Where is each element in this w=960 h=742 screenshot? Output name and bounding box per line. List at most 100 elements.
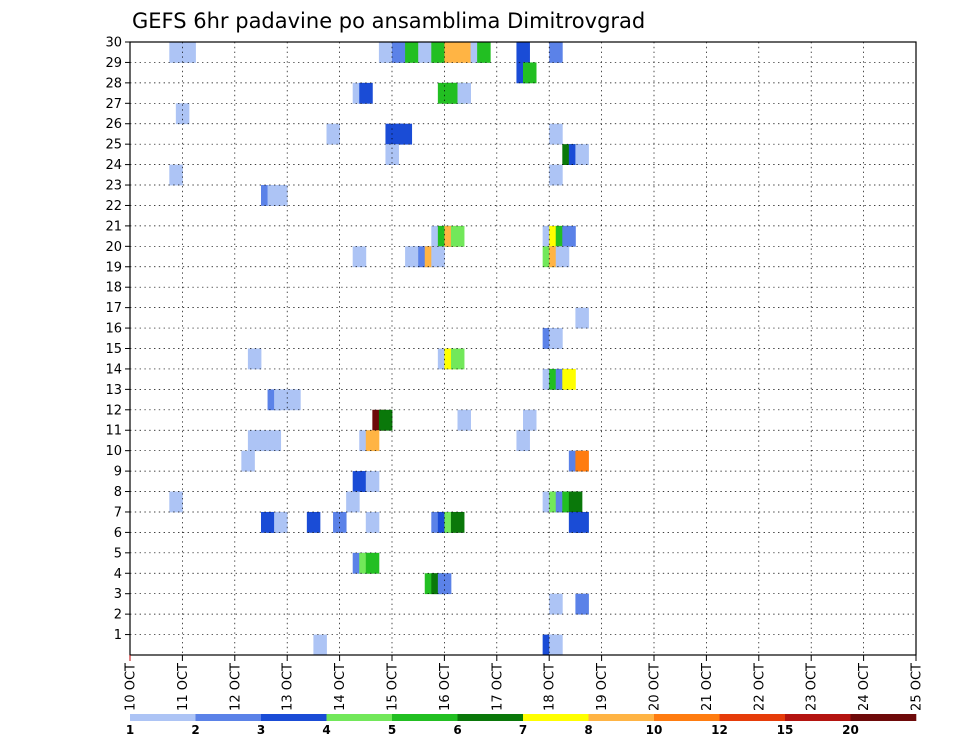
y-tick-label: 20 [105,240,122,255]
heatmap-cell [477,42,491,63]
heatmap-cell [568,491,583,513]
heatmap-cell [385,144,399,165]
heatmap-cell [306,511,321,533]
y-tick-label: 6 [114,526,122,541]
colorbar-label: 2 [191,723,199,737]
x-tick-label: 11 OCT [176,663,191,711]
heatmap-cell [169,491,183,513]
heatmap-cell [169,42,183,63]
heatmap-cell [562,225,576,247]
heatmap-cell [352,246,367,268]
y-tick-label: 10 [105,444,122,459]
heatmap-cell [274,389,288,411]
y-tick-label: 24 [105,158,122,173]
colorbar-label: 20 [842,723,859,737]
heatmap-cell [431,246,445,268]
heatmap-cell [523,409,537,431]
y-tick-label: 22 [105,199,122,214]
y-tick-label: 17 [105,301,122,316]
x-tick-label: 12 OCT [228,663,243,711]
x-tick-label: 20 OCT [648,663,663,711]
x-tick-label: 21 OCT [700,663,715,711]
heatmap-cell [326,123,340,145]
heatmap-cell [450,225,465,247]
heatmap-cell [562,368,576,390]
y-tick-label: 8 [114,485,122,500]
y-tick-label: 21 [105,219,122,234]
colorbar-swatch [130,714,196,721]
x-tick-label: 19 OCT [595,663,610,711]
y-tick-label: 30 [105,36,122,51]
heatmap-cell [555,246,570,268]
y-tick-label: 19 [105,260,122,275]
x-tick-label: 25 OCT [910,663,925,711]
heatmap-cell [444,42,458,63]
heatmap-cell [346,491,360,513]
colorbar: 1 2 3 4 5 6 7 8 10 12 15 20 [126,714,917,737]
y-tick-label: 4 [114,567,122,582]
heatmap-cell [575,307,589,329]
heatmap-cell [549,42,563,63]
heatmap-cell [359,82,373,104]
y-tick-label: 2 [114,608,122,623]
x-axis: 10 OCT 11 OCT 12 OCT 13 OCT 14 OCT 15 OCT 16 O… [124,655,925,711]
heatmap-cell [267,430,282,452]
y-axis: 1234567891011121314151617181920212223242… [105,36,130,643]
colorbar-label: 7 [519,723,527,737]
heatmap-cell [274,511,288,533]
x-tick-label: 18 OCT [543,663,558,711]
colorbar-swatch [719,714,786,721]
colorbar-label: 8 [584,723,592,737]
y-tick-label: 29 [105,56,122,71]
heatmap-cell [392,42,406,63]
colorbar-label: 5 [388,723,396,737]
heatmap-cell [457,409,471,431]
y-tick-label: 16 [105,322,122,337]
colorbar-swatch [523,714,589,721]
x-tick-label: 24 OCT [857,663,872,711]
colorbar-swatch [392,714,458,721]
colorbar-swatch [785,714,851,721]
colorbar-label: 12 [711,723,728,737]
colorbar-swatch [588,714,655,721]
x-tick-label: 15 OCT [386,663,401,711]
heatmap-cell [575,144,589,165]
x-tick-label: 16 OCT [438,663,453,711]
heatmap-cell [175,103,190,125]
y-tick-label: 15 [105,342,122,357]
heatmap-cell [457,82,471,104]
colorbar-label: 10 [646,723,663,737]
heatmap-cell [549,164,563,186]
y-tick-label: 9 [114,465,122,480]
heatmap-cell [575,450,589,472]
chart-title: GEFS 6hr padavine po ansamblima Dimitrov… [132,9,645,33]
x-tick-label: 23 OCT [805,663,820,711]
heatmap-cell [287,389,301,411]
heatmap-cell [274,185,288,206]
heatmap-cell [450,348,465,370]
colorbar-swatch [195,714,262,721]
colorbar-swatch [654,714,720,721]
heatmap-cell [247,348,262,370]
y-tick-label: 28 [105,76,122,91]
y-tick-label: 12 [105,403,122,418]
heatmap-cell [365,511,380,533]
heatmap-cell [431,42,445,63]
heatmap-cell [254,430,268,452]
y-tick-label: 25 [105,138,122,153]
y-tick-label: 3 [114,587,122,602]
heatmap-cell [457,42,471,63]
heatmap-cell [405,42,419,63]
heatmap-cell [549,634,563,656]
x-tick-label: 10 OCT [124,663,139,711]
y-tick-label: 26 [105,117,122,132]
colorbar-label: 1 [126,723,134,737]
colorbar-label: 3 [257,723,265,737]
heatmap-cell [437,573,452,595]
y-tick-label: 5 [114,546,122,561]
y-tick-label: 23 [105,179,122,194]
heatmap-cell [549,123,563,145]
y-tick-label: 7 [114,505,122,520]
x-tick-label: 17 OCT [490,663,505,711]
